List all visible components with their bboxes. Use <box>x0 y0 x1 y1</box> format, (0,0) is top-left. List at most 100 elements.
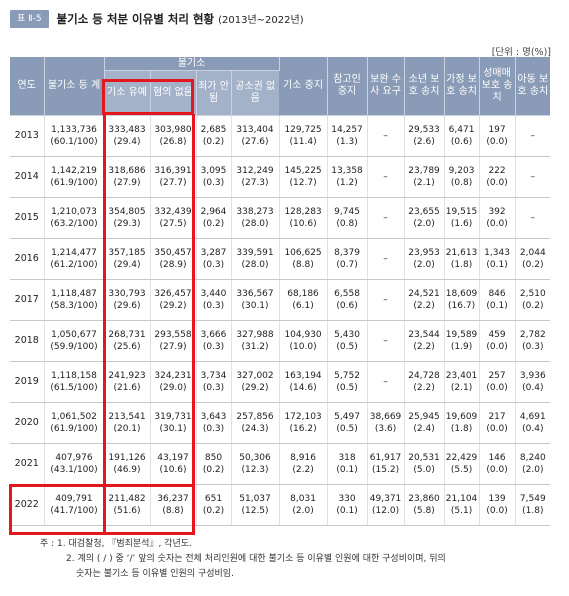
cell-value: 324,231 <box>154 371 192 381</box>
cell-percent: (27.3) <box>241 178 269 188</box>
cell-value: – <box>383 213 388 223</box>
cell-percent: (0.1) <box>486 260 508 270</box>
cell-c3: 2,685 (0.2) <box>196 115 232 157</box>
cell-c1: 354,805 (29.3) <box>104 197 151 239</box>
cell-value: 313,404 <box>236 125 274 135</box>
cell-c10: 139 (0.0) <box>479 484 516 526</box>
cell-percent: (0.0) <box>486 465 508 475</box>
cell-percent: (10.6) <box>289 219 317 229</box>
cell-c8: 24,728 (2.2) <box>404 361 445 403</box>
cell-c9: 9,203 (0.8) <box>444 156 480 198</box>
cell-percent: (61.9/100) <box>50 178 98 188</box>
cell-percent: (2.0) <box>292 506 314 516</box>
cell-percent: (63.2/100) <box>50 219 98 229</box>
cell-value: 13,358 <box>331 166 363 176</box>
cell-c9: 22,429 (5.5) <box>444 443 480 485</box>
cell-c9: 19,515 (1.6) <box>444 197 480 239</box>
cell-value: 191,126 <box>108 453 146 463</box>
cell-percent: (29.4) <box>113 260 141 270</box>
cell-c9: 21,613 (1.8) <box>444 238 480 280</box>
cell-c6: 14,257 (1.3) <box>327 115 368 157</box>
cell-percent: (51.6) <box>113 506 141 516</box>
cell-value: 392 <box>488 207 506 217</box>
cell-c11: 7,549 (1.8) <box>515 484 551 526</box>
cell-value: 257,856 <box>236 412 274 422</box>
cell-value: 8,240 <box>519 453 546 463</box>
col-year: 연도 <box>10 57 45 116</box>
cell-value: 163,194 <box>284 371 322 381</box>
cell-percent: (29.0) <box>159 383 187 393</box>
cell-c3: 651 (0.2) <box>196 484 232 526</box>
cell-value: 21,613 <box>445 248 478 258</box>
col-witness-stop: 참고인 중지 <box>327 57 368 116</box>
cell-c5: 145,225 (12.7) <box>279 156 328 198</box>
cell-total: 1,214,477 (61.2/100) <box>44 238 105 280</box>
cell-percent: (30.1) <box>159 424 187 434</box>
highlight-header-box <box>102 79 194 115</box>
cell-value: 2,964 <box>200 207 227 217</box>
cell-value: 303,980 <box>154 125 192 135</box>
cell-percent: (28.9) <box>159 260 187 270</box>
cell-value: 318,686 <box>108 166 146 176</box>
cell-c6: 13,358 (1.2) <box>327 156 368 198</box>
cell-percent: (10.0) <box>289 342 317 352</box>
cell-value: 330,793 <box>108 289 146 299</box>
cell-value: – <box>383 336 388 346</box>
cell-percent: (14.6) <box>289 383 317 393</box>
cell-c4: 336,567 (30.1) <box>231 279 280 321</box>
cell-c3: 3,734 (0.3) <box>196 361 232 403</box>
cell-value: 9,203 <box>448 166 475 176</box>
cell-value: 3,734 <box>200 371 227 381</box>
cell-value: 3,440 <box>200 289 227 299</box>
cell-value: 2,685 <box>200 125 227 135</box>
cell-value: 145,225 <box>284 166 322 176</box>
cell-value: 5,752 <box>334 371 360 381</box>
cell-value: 5,430 <box>334 330 360 340</box>
cell-value: 61,917 <box>369 453 402 463</box>
cell-c11: 8,240 (2.0) <box>515 443 551 485</box>
cell-value: 318 <box>338 453 356 463</box>
cell-value: 257 <box>488 371 506 381</box>
cell-c6: 5,430 (0.5) <box>327 320 368 362</box>
cell-c1: 211,482 (51.6) <box>104 484 151 526</box>
cell-c6: 5,752 (0.5) <box>327 361 368 403</box>
cell-c5: 68,186 (6.1) <box>279 279 328 321</box>
cell-c8: 24,521 (2.2) <box>404 279 445 321</box>
cell-value: 3,095 <box>200 166 227 176</box>
cell-value: – <box>383 377 388 387</box>
cell-c3: 2,964 (0.2) <box>196 197 232 239</box>
col-no-suspicion: 혐의 없음 <box>150 70 197 116</box>
cell-percent: (0.0) <box>486 383 508 393</box>
cell-value: 104,930 <box>284 330 322 340</box>
cell-c1: 330,793 (29.6) <box>104 279 151 321</box>
cell-c7: 49,371 (12.0) <box>367 484 405 526</box>
cell-percent: (0.3) <box>522 342 544 352</box>
cell-value: 1,133,736 <box>51 125 97 135</box>
cell-percent: (8.8) <box>162 506 184 516</box>
cell-value: – <box>530 172 536 182</box>
cell-c5: 8,031 (2.0) <box>279 484 328 526</box>
cell-c2: 316,391 (27.7) <box>150 156 197 198</box>
cell-c9: 6,471 (0.6) <box>444 115 480 157</box>
cell-c4: 257,856 (24.3) <box>231 402 280 444</box>
cell-value: – <box>383 254 388 264</box>
cell-percent: (29.4) <box>113 137 141 147</box>
cell-percent: (1.3) <box>336 137 358 147</box>
cell-c4: 313,404 (27.6) <box>231 115 280 157</box>
cell-total: 1,142,219 (61.9/100) <box>44 156 105 198</box>
cell-value: 6,471 <box>448 125 475 135</box>
cell-percent: (16.2) <box>289 424 317 434</box>
cell-c5: 172,103 (16.2) <box>279 402 328 444</box>
cell-c8: 25,945 (2.4) <box>404 402 445 444</box>
cell-value: 68,186 <box>287 289 319 299</box>
table-title: 불기소 등 처분 이유별 처리 현황 (2013년~2022년) <box>56 12 304 26</box>
cell-year: 2019 <box>10 361 45 403</box>
cell-value: 23,953 <box>408 248 440 258</box>
cell-value: 332,439 <box>154 207 192 217</box>
cell-value: 327,988 <box>236 330 274 340</box>
cell-year: 2014 <box>10 156 45 198</box>
cell-c7: – <box>367 197 405 239</box>
cell-c5: 106,625 (8.8) <box>279 238 328 280</box>
cell-percent: (0.3) <box>202 301 225 311</box>
cell-c4: 339,591 (28.0) <box>231 238 280 280</box>
